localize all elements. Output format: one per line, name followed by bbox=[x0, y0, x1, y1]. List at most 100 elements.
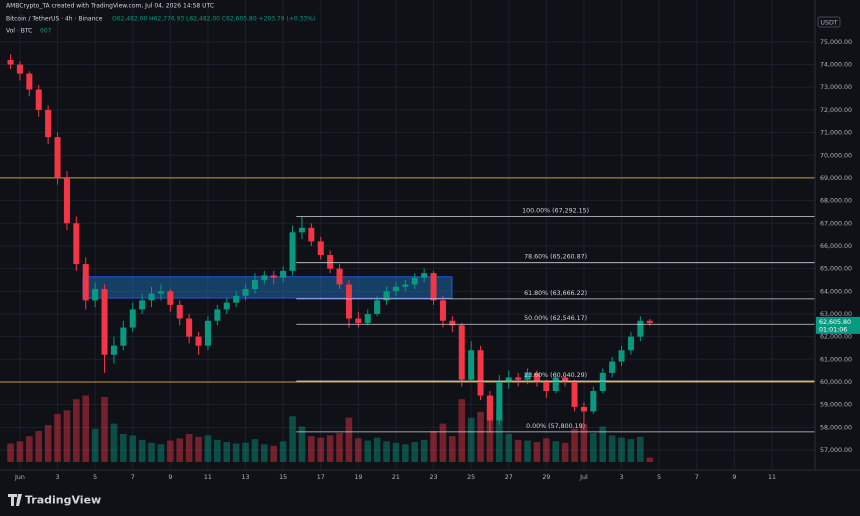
candle-body bbox=[411, 277, 418, 285]
candle-body bbox=[308, 227, 315, 242]
volume-bar bbox=[355, 438, 362, 462]
candle-body bbox=[392, 286, 399, 292]
fib-retracement: 100.00% (67,292.15) 78.60% (65,260.87) 61.… bbox=[296, 208, 815, 433]
volume-bar bbox=[91, 428, 99, 462]
volume-bar bbox=[420, 439, 428, 462]
candle-body bbox=[421, 273, 428, 278]
volume-bar bbox=[336, 433, 343, 462]
candle-body bbox=[139, 300, 146, 310]
fib-label: 61.80% (63,666.22) bbox=[524, 290, 587, 297]
last-price-tag bbox=[816, 316, 860, 334]
ohlc-legend: O62,482.00 H62,776.93 L62,482.00 C62,605… bbox=[112, 16, 315, 23]
y-tick-label: 74,000.00 bbox=[820, 62, 852, 69]
candle-body bbox=[223, 302, 230, 310]
candle-body bbox=[571, 381, 578, 407]
volume-bar bbox=[298, 426, 306, 462]
volume-bar bbox=[214, 439, 221, 462]
y-tick-label: 67,000.00 bbox=[820, 220, 852, 227]
volume-bar bbox=[580, 423, 588, 462]
volume-bar bbox=[514, 439, 522, 462]
x-tick-label: 15 bbox=[279, 474, 287, 481]
volume-bar bbox=[392, 442, 400, 462]
candle-body bbox=[167, 291, 174, 305]
candle-body bbox=[374, 300, 381, 314]
x-tick-label: 25 bbox=[467, 474, 475, 481]
candle-body bbox=[270, 275, 277, 278]
y-tick-label: 59,000.00 bbox=[820, 402, 852, 409]
candle-body bbox=[383, 291, 390, 301]
x-tick-label: 5 bbox=[657, 474, 661, 481]
candle-body bbox=[627, 336, 634, 351]
y-tick-label: 63,000.00 bbox=[820, 311, 852, 318]
volume-bar bbox=[120, 433, 127, 462]
x-tick-label: 3 bbox=[620, 474, 624, 481]
candle-body bbox=[552, 377, 559, 392]
volume-bar bbox=[7, 443, 14, 462]
x-tick-label: 11 bbox=[204, 474, 212, 481]
x-tick-label: 9 bbox=[168, 474, 172, 481]
fib-label: 78.60% (65,260.87) bbox=[524, 254, 587, 261]
candle-body bbox=[646, 320, 653, 323]
volume-bar bbox=[82, 395, 90, 462]
y-tick-label: 65,000.00 bbox=[820, 266, 852, 273]
candle-body bbox=[449, 320, 456, 326]
volume-bar bbox=[345, 417, 353, 462]
candle-body bbox=[186, 318, 193, 337]
volume-bar bbox=[157, 444, 165, 462]
volume-label: Vol · BTC bbox=[6, 28, 32, 35]
volume-bar bbox=[308, 436, 315, 462]
candle-body bbox=[54, 137, 61, 178]
volume-bar bbox=[543, 438, 550, 462]
volume-bar bbox=[524, 440, 531, 462]
volume-bar bbox=[232, 443, 240, 462]
x-tick-label: 23 bbox=[430, 474, 438, 481]
candle-body bbox=[496, 381, 503, 421]
time-axis bbox=[0, 470, 860, 484]
volume-bar bbox=[261, 444, 268, 462]
volume-bar bbox=[185, 433, 193, 462]
volume-bar bbox=[618, 437, 625, 462]
symbol: Bitcoin / TetherUS · 4h · Binance bbox=[6, 16, 103, 23]
volume-bar bbox=[533, 442, 541, 462]
volume-bar bbox=[373, 437, 381, 462]
candle-body bbox=[590, 391, 597, 412]
candle-body bbox=[26, 73, 33, 90]
candle-body bbox=[16, 64, 23, 74]
volume-bar bbox=[637, 436, 644, 462]
y-tick-label: 64,000.00 bbox=[820, 288, 852, 295]
volume-bar bbox=[571, 428, 578, 462]
x-tick-label: 17 bbox=[317, 474, 325, 481]
candle-body bbox=[327, 255, 334, 269]
volume-bar bbox=[646, 457, 654, 462]
candle-body bbox=[73, 223, 80, 265]
y-tick-label: 72,000.00 bbox=[820, 107, 852, 114]
candle-body bbox=[336, 268, 343, 285]
x-tick-label: Jul bbox=[579, 474, 588, 481]
volume-bar bbox=[63, 410, 71, 462]
candle-body bbox=[562, 377, 569, 382]
price-axis bbox=[815, 0, 860, 470]
volume-bar bbox=[326, 435, 334, 462]
candle-body bbox=[533, 372, 540, 382]
x-tick-label: 7 bbox=[131, 474, 135, 481]
annotations bbox=[0, 177, 815, 383]
volume-bar bbox=[383, 441, 390, 462]
footer bbox=[0, 484, 860, 516]
volume-bar bbox=[552, 441, 560, 462]
y-tick-label: 69,000.00 bbox=[820, 175, 852, 182]
fib-label: 50.00% (62,546.17) bbox=[524, 315, 587, 322]
logo: TradingView bbox=[8, 494, 101, 507]
candle-body bbox=[280, 270, 287, 278]
candle-body bbox=[580, 406, 587, 412]
y-tick-label: 66,000.00 bbox=[820, 243, 852, 250]
volume-bar bbox=[251, 439, 259, 462]
y-tick-label: 58,000.00 bbox=[820, 424, 852, 431]
volume-value: 607 bbox=[40, 28, 52, 35]
volume-pane bbox=[7, 395, 654, 462]
candles bbox=[7, 54, 653, 432]
candle-body bbox=[402, 284, 409, 287]
y-tick-label: 71,000.00 bbox=[820, 130, 852, 137]
volume-bar bbox=[101, 397, 108, 462]
